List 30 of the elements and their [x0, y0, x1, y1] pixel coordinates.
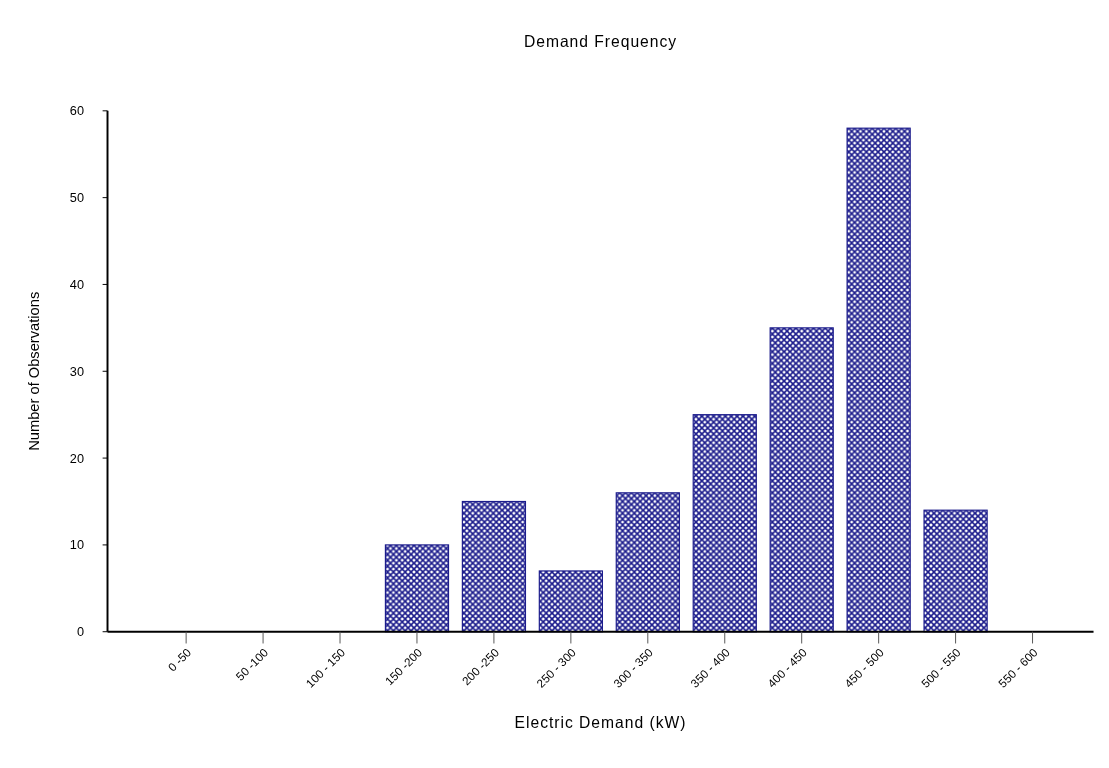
x-tick-label: 500 - 550 — [918, 645, 964, 690]
y-tick-label: 60 — [69, 103, 85, 119]
y-axis-title: Number of Observations — [25, 291, 42, 451]
bar — [384, 544, 450, 633]
bar — [538, 570, 603, 633]
y-tick-label: 10 — [69, 537, 85, 553]
bar — [923, 509, 988, 633]
y-tick-label: 30 — [69, 363, 85, 379]
bar — [769, 327, 834, 633]
x-tick-label: 300 - 350 — [610, 645, 656, 690]
bar — [615, 492, 680, 633]
y-tick-label: 20 — [69, 450, 85, 466]
x-tick-label: 100 - 150 — [303, 645, 348, 690]
bar — [461, 500, 527, 633]
y-tick-label: 0 — [76, 624, 85, 640]
chart-title: Demand Frequency — [523, 33, 678, 51]
x-axis-title: Electric Demand (kW) — [514, 713, 687, 731]
x-tick-label: 450 - 500 — [841, 645, 887, 690]
y-tick-label: 50 — [69, 190, 85, 206]
x-tick-label: 250 - 300 — [533, 645, 579, 690]
x-tick-label: 50 -100 — [232, 645, 271, 683]
x-tick-label: 0 -50 — [165, 645, 194, 674]
x-tick-label: 550 - 600 — [995, 645, 1041, 690]
x-tick-label: 200 -250 — [459, 645, 502, 688]
x-tick-label: 400 - 450 — [764, 645, 810, 690]
x-tick-label: 350 - 400 — [687, 645, 733, 690]
bar — [692, 414, 757, 633]
y-tick-label: 40 — [69, 276, 85, 292]
x-tick-label: 150 -200 — [382, 645, 425, 688]
bar — [846, 127, 911, 633]
